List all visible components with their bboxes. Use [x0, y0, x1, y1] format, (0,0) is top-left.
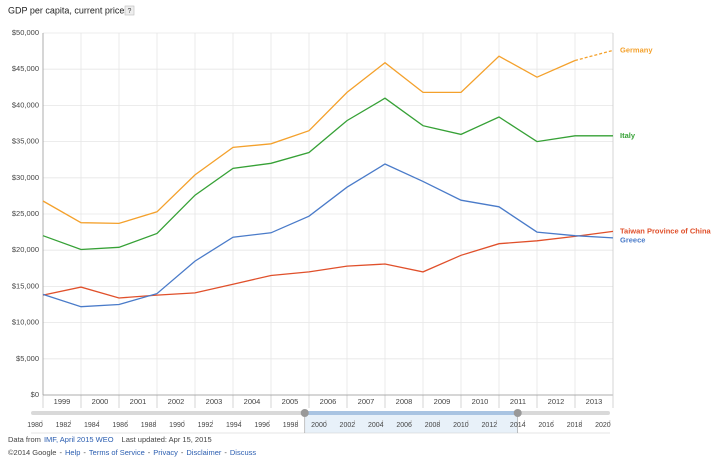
series-label: Italy [620, 131, 636, 140]
footer-text: Data from [8, 435, 41, 444]
footer-line: Data from IMF, April 2015 WEO Last updated… [8, 435, 212, 444]
footer-line: ©2014 Google - Help - Terms of Service - Priva… [8, 448, 256, 457]
timeline-label: 1990 [169, 422, 185, 429]
timeline-label: 1984 [84, 422, 100, 429]
timeline-label: 1986 [112, 422, 128, 429]
x-tick-label: 2007 [358, 397, 375, 406]
series-line-estimate [574, 49, 614, 62]
footer-text: - [59, 448, 62, 457]
y-tick-label: $15,000 [12, 281, 39, 290]
timeline-label: 2002 [340, 422, 356, 429]
y-tick-label: $0 [31, 390, 39, 399]
x-tick-label: 2001 [130, 397, 147, 406]
footer-link[interactable]: Privacy [153, 448, 178, 457]
series-line [42, 97, 613, 251]
series-line [42, 163, 614, 308]
y-tick-label: $50,000 [12, 28, 39, 37]
series-label: Germany [620, 45, 653, 54]
x-tick-label: 2012 [548, 397, 565, 406]
x-tick-label: 1999 [54, 397, 71, 406]
y-tick-label: $25,000 [12, 209, 39, 218]
timeline-label: 2006 [396, 422, 412, 429]
timeline-label: 2004 [368, 422, 384, 429]
timeline-label: 1980 [27, 422, 43, 429]
series-label: Taiwan Province of China [620, 226, 712, 235]
timeline-label: 2012 [482, 422, 498, 429]
timeline-label: 1988 [141, 422, 157, 429]
help-box[interactable] [124, 5, 135, 16]
y-tick-label: $10,000 [12, 318, 39, 327]
timeline-label: 1996 [254, 422, 270, 429]
y-tick-label: $45,000 [12, 64, 39, 73]
x-tick-label: 2005 [282, 397, 299, 406]
help-icon[interactable]: ? [128, 8, 132, 15]
y-tick-label: $30,000 [12, 173, 39, 182]
footer-text: - [148, 448, 151, 457]
x-tick-label: 2008 [396, 397, 413, 406]
x-tick-label: 2000 [92, 397, 109, 406]
y-tick-label: $40,000 [12, 100, 39, 109]
series-line [42, 230, 614, 299]
timeline-label: 1998 [283, 422, 299, 429]
x-tick-label: 2011 [510, 397, 526, 406]
footer-text: - [181, 448, 184, 457]
plot-area: $0 $5,000 $10,000 $15,000 $20,000 $25,000 $30,… [12, 28, 712, 408]
footer-link[interactable]: IMF, April 2015 WEO [44, 435, 114, 444]
footer-link[interactable]: Discuss [230, 448, 257, 457]
footer-text: - [224, 448, 227, 457]
timeline-handle[interactable] [513, 409, 522, 417]
timeline-label: 2020 [595, 422, 611, 429]
footer-link[interactable]: Help [65, 448, 80, 457]
footer-link[interactable]: Disclaimer [186, 448, 222, 457]
footer: Data from IMF, April 2015 WEO Last updated… [8, 435, 256, 457]
y-tick-label: $35,000 [12, 137, 39, 146]
timeline-label: 1994 [226, 422, 242, 429]
x-tick-label: 2009 [434, 397, 451, 406]
timeline-label: 2014 [510, 422, 526, 429]
chart-title: GDP per capita, current prices [8, 5, 129, 15]
footer-text: Last updated: Apr 15, 2015 [122, 435, 212, 444]
x-tick-label: 2003 [206, 397, 223, 406]
timeline-label: 2016 [538, 422, 554, 429]
x-tick-label: 2006 [320, 397, 337, 406]
timeline-label: 2000 [311, 422, 327, 429]
timeline-label: 2008 [425, 422, 441, 429]
timeline-handle[interactable] [300, 409, 309, 417]
timeline-label: 1992 [198, 422, 214, 429]
timeline-label: 1982 [56, 422, 72, 429]
timeline-label: 2010 [453, 422, 469, 429]
y-tick-label: $5,000 [16, 354, 39, 363]
timeline-label: 2018 [567, 422, 583, 429]
timeline-selection [304, 415, 518, 433]
series-label: Greece [620, 235, 645, 244]
series-line [42, 55, 576, 225]
timeline[interactable]: 1980 1982 1984 1986 1988 1990 1992 1994 1996 1998… [27, 409, 611, 434]
footer-link[interactable]: Terms of Service [89, 448, 145, 457]
footer-text: ©2014 Google [8, 448, 56, 457]
footer-text: - [83, 448, 86, 457]
y-tick-label: $20,000 [12, 245, 39, 254]
x-tick-label: 2013 [586, 397, 603, 406]
x-tick-label: 2010 [472, 397, 489, 406]
x-tick-label: 2002 [168, 397, 185, 406]
timeline-selection-bar [304, 411, 518, 415]
x-tick-label: 2004 [244, 397, 261, 406]
